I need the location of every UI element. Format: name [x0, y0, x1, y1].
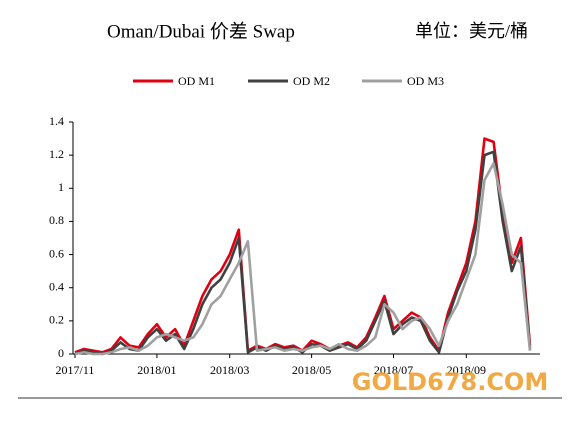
legend-label: OD M3	[407, 74, 444, 88]
y-tick-label: 0	[58, 346, 64, 360]
series-line	[74, 150, 532, 356]
unit-label: 单位：美元/桶	[415, 21, 528, 41]
watermark: GOLD678.COM	[352, 368, 548, 396]
series-line	[74, 162, 532, 356]
legend-label: OD M2	[293, 74, 330, 88]
y-tick-label: 1.2	[49, 147, 64, 161]
chart-title: Oman/Dubai 价差 Swap	[107, 20, 295, 42]
y-tick-label: 1.4	[49, 114, 64, 128]
y-tick-label: 0.2	[49, 313, 64, 327]
x-tick-label: 2018/01	[137, 363, 176, 377]
x-tick-label: 2018/07	[374, 363, 413, 377]
x-tick-label: 2018/05	[292, 363, 331, 377]
y-tick-label: 0.8	[49, 213, 64, 227]
x-tick-label: 2017/11	[56, 363, 95, 377]
legend-label: OD M1	[178, 74, 215, 88]
x-tick-label: 2018/03	[210, 363, 249, 377]
x-tick-label: 2018/09	[447, 363, 486, 377]
y-tick-label: 0.4	[49, 279, 64, 293]
y-tick-label: 0.6	[49, 246, 64, 260]
series-line	[74, 137, 532, 354]
y-tick-label: 1	[58, 180, 64, 194]
